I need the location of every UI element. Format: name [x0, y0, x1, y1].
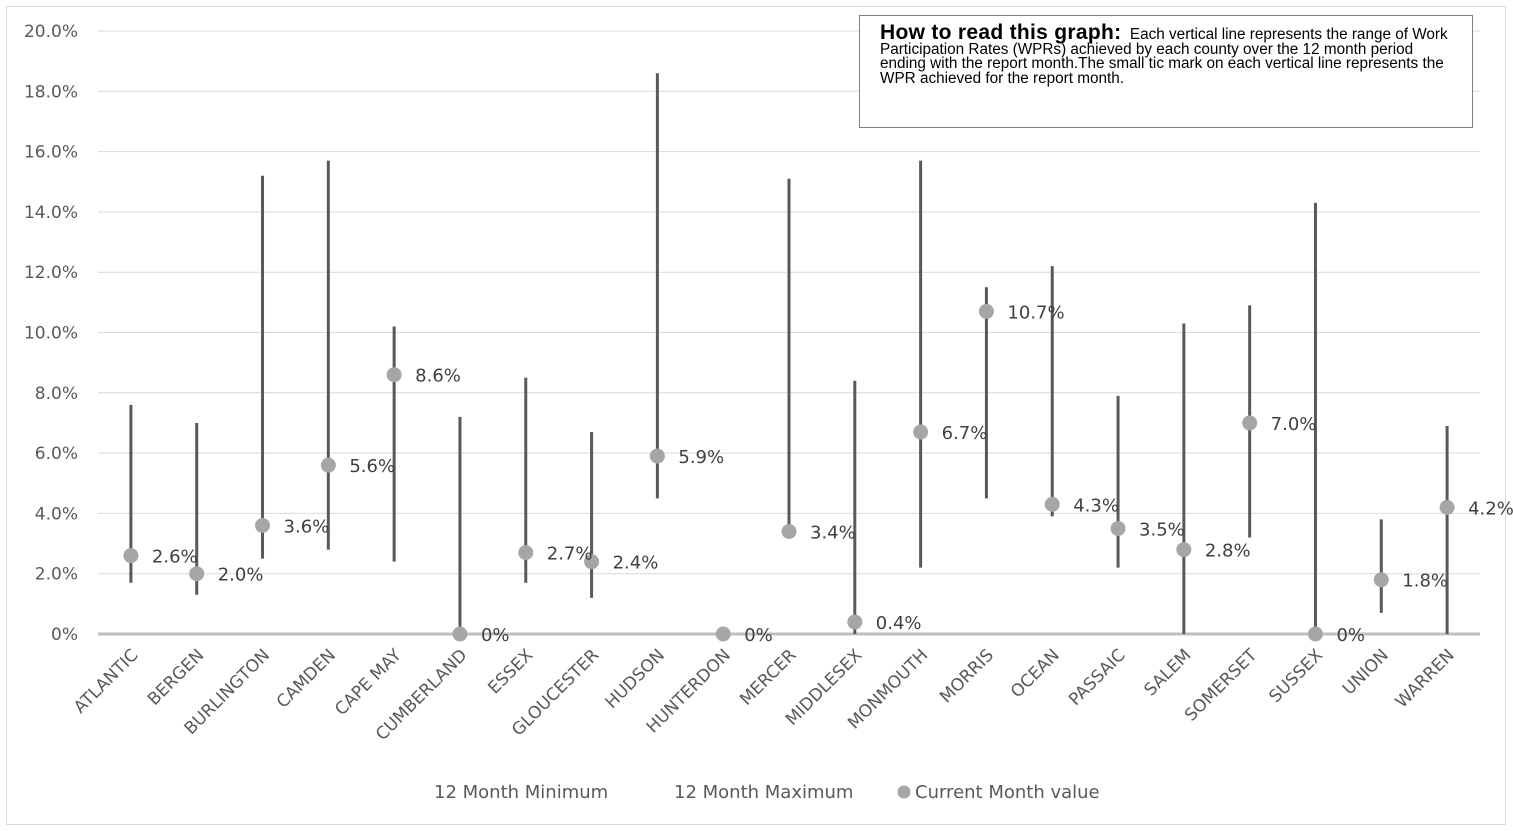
current-marker-camden [320, 457, 336, 473]
data-label: 2.8% [1205, 541, 1251, 562]
x-tick-label: SOMERSET [1181, 645, 1262, 726]
current-marker-essex [518, 545, 534, 561]
data-label: 2.7% [547, 544, 593, 565]
chart-frame [6, 6, 1506, 825]
y-axis-tick-labels: 0% 2.0% 4.0% 6.0% 8.0% 10.0% 12.0% 14.0% 16.0% 18… [24, 22, 78, 645]
data-labels: 2.6% 2.0% 3.6% 5.6% 8.6% 0% 2.7% 2.4% 5.9% 0% 3.4%… [152, 302, 1513, 646]
data-label: 0% [481, 625, 510, 646]
data-label: 7.0% [1271, 414, 1317, 435]
legend-label: 12 Month Maximum [674, 782, 853, 803]
data-label: 3.4% [810, 522, 856, 543]
y-tick-label: 4.0% [35, 504, 78, 524]
current-marker-mercer [781, 523, 797, 539]
x-tick-label: OCEAN [1007, 645, 1064, 702]
x-tick-label: ESSEX [484, 645, 537, 698]
data-label: 3.5% [1139, 519, 1185, 540]
current-marker-cumberland [452, 626, 468, 642]
data-label: 0% [744, 625, 773, 646]
data-label: 4.2% [1468, 498, 1513, 519]
x-tick-label: SALEM [1141, 645, 1196, 700]
data-label: 0.4% [876, 613, 922, 634]
x-tick-label: ATLANTIC [70, 645, 142, 717]
note-title: How to read this graph: [880, 21, 1122, 44]
data-label: 2.4% [613, 553, 659, 574]
y-tick-label: 0% [51, 625, 78, 645]
x-tick-label: UNION [1339, 645, 1393, 699]
current-marker-salem [1176, 542, 1192, 558]
y-tick-label: 6.0% [35, 444, 78, 464]
y-tick-label: 10.0% [24, 324, 78, 344]
how-to-read-note: How to read this graph: Each vertical li… [859, 15, 1473, 128]
data-label: 5.9% [678, 447, 724, 468]
current-marker-somerset [1242, 415, 1258, 431]
current-month-series [123, 303, 1455, 642]
current-marker-ocean [1044, 496, 1060, 512]
y-tick-label: 18.0% [24, 82, 78, 102]
data-label: 3.6% [284, 516, 330, 537]
data-label: 2.6% [152, 547, 198, 568]
legend-marker [897, 785, 911, 799]
data-label: 10.7% [1007, 302, 1064, 323]
y-tick-label: 12.0% [24, 263, 78, 283]
current-marker-gloucester [584, 554, 600, 570]
data-label: 8.6% [415, 366, 461, 387]
current-marker-passaic [1110, 520, 1126, 536]
x-tick-label: BERGEN [144, 645, 208, 709]
data-label: 1.8% [1402, 571, 1448, 592]
x-tick-label: WARREN [1392, 645, 1459, 712]
x-tick-label: CAMDEN [273, 645, 340, 712]
y-tick-label: 2.0% [35, 565, 78, 585]
data-label: 4.3% [1073, 495, 1119, 516]
data-label: 5.6% [349, 456, 395, 477]
legend-label: 12 Month Minimum [434, 782, 608, 803]
current-marker-burlington [255, 517, 271, 533]
y-tick-label: 16.0% [24, 143, 78, 163]
x-tick-label: SUSSEX [1265, 645, 1327, 707]
current-marker-hunterdon [715, 626, 731, 642]
current-marker-middlesex [847, 614, 863, 630]
range-series [129, 73, 1449, 634]
x-tick-label: MORRIS [936, 645, 998, 707]
data-label: 6.7% [942, 423, 988, 444]
current-marker-monmouth [913, 424, 929, 440]
y-tick-label: 8.0% [35, 384, 78, 404]
data-label: 0% [1336, 625, 1365, 646]
note-body: Each vertical line represents the range … [880, 26, 1448, 87]
current-marker-morris [978, 303, 994, 319]
x-tick-label: MERCER [736, 645, 800, 709]
legend-label: Current Month value [915, 782, 1100, 803]
legend: 12 Month Minimum 12 Month Maximum Current … [434, 782, 1100, 803]
y-tick-label: 14.0% [24, 203, 78, 223]
current-marker-atlantic [123, 548, 139, 564]
current-marker-sussex [1307, 626, 1323, 642]
current-marker-bergen [189, 566, 205, 582]
current-marker-hudson [649, 448, 665, 464]
x-tick-label: HUDSON [602, 645, 669, 712]
current-marker-union [1373, 572, 1389, 588]
x-tick-label: PASSAIC [1065, 645, 1130, 710]
data-label: 2.0% [218, 565, 264, 586]
current-marker-warren [1439, 499, 1455, 515]
y-tick-label: 20.0% [24, 22, 78, 42]
current-marker-cape-may [386, 367, 402, 383]
